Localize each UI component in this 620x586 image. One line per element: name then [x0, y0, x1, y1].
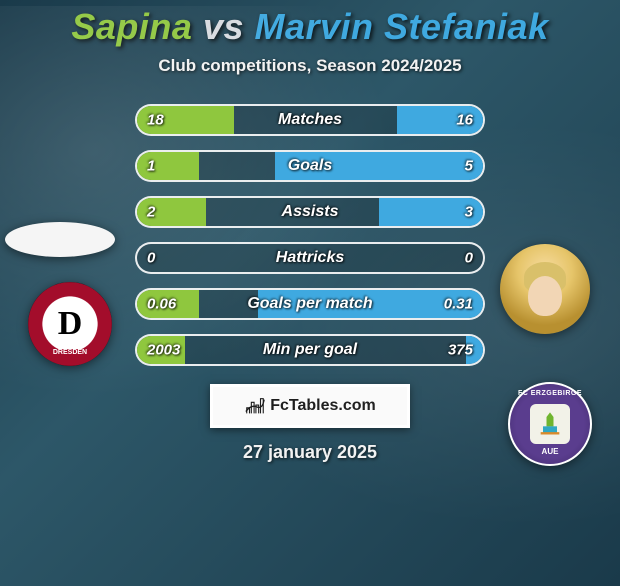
vs-word: vs — [203, 6, 244, 47]
player1-name: Sapina — [71, 6, 192, 47]
stat-value-right: 375 — [448, 342, 473, 359]
stat-value-right: 5 — [465, 158, 473, 175]
footer-text: FcTables.com — [270, 397, 376, 415]
stat-value-left: 18 — [147, 112, 164, 129]
stat-label: Assists — [282, 203, 339, 221]
stat-value-left: 0 — [147, 250, 155, 267]
stat-row: 2003 375 Min per goal — [135, 334, 485, 366]
stats-container: 18 16 Matches 1 5 Goals 2 3 Assists 0 0 Hattricks 0.… — [135, 104, 485, 366]
stat-value-right: 0 — [465, 250, 473, 267]
stat-row: 0.06 0.31 Goals per match — [135, 288, 485, 320]
stat-label: Goals — [288, 157, 332, 175]
stat-label: Min per goal — [263, 341, 357, 359]
player1-club-badge: D DRESDEN — [28, 282, 112, 366]
comparison-title: Sapina vs Marvin Stefaniak — [0, 6, 620, 48]
club-right-bot-text: AUE — [542, 447, 559, 456]
hammer-tower-icon — [536, 410, 564, 438]
stat-row: 1 5 Goals — [135, 150, 485, 182]
player2-name: Marvin Stefaniak — [255, 6, 549, 47]
player2-club-badge: FC ERZGEBIRGE AUE — [508, 382, 592, 466]
stat-row: 2 3 Assists — [135, 196, 485, 228]
club-right-emblem — [530, 404, 570, 444]
fctables-banner: FcTables.com — [210, 384, 410, 428]
subtitle: Club competitions, Season 2024/2025 — [0, 56, 620, 76]
stat-value-left: 2003 — [147, 342, 180, 359]
stat-label: Goals per match — [247, 295, 372, 313]
club-left-label: DRESDEN — [49, 349, 91, 356]
stat-value-right: 16 — [456, 112, 473, 129]
stat-row: 0 0 Hattricks — [135, 242, 485, 274]
stat-value-right: 0.31 — [444, 296, 473, 313]
content-area: D DRESDEN FC ERZGEBIRGE AUE 1816Matches1… — [0, 104, 620, 366]
bar-chart-icon — [244, 395, 266, 417]
player2-avatar — [500, 244, 590, 334]
club-right-top-text: FC ERZGEBIRGE — [518, 390, 582, 397]
stat-label: Hattricks — [276, 249, 344, 267]
stat-label: Matches — [278, 111, 342, 129]
stat-value-right: 3 — [465, 204, 473, 221]
stat-row: 18 16 Matches — [135, 104, 485, 136]
stat-value-left: 1 — [147, 158, 155, 175]
player1-avatar — [5, 222, 115, 257]
stat-value-left: 0.06 — [147, 296, 176, 313]
club-left-letter: D — [58, 305, 83, 343]
stat-value-left: 2 — [147, 204, 155, 221]
